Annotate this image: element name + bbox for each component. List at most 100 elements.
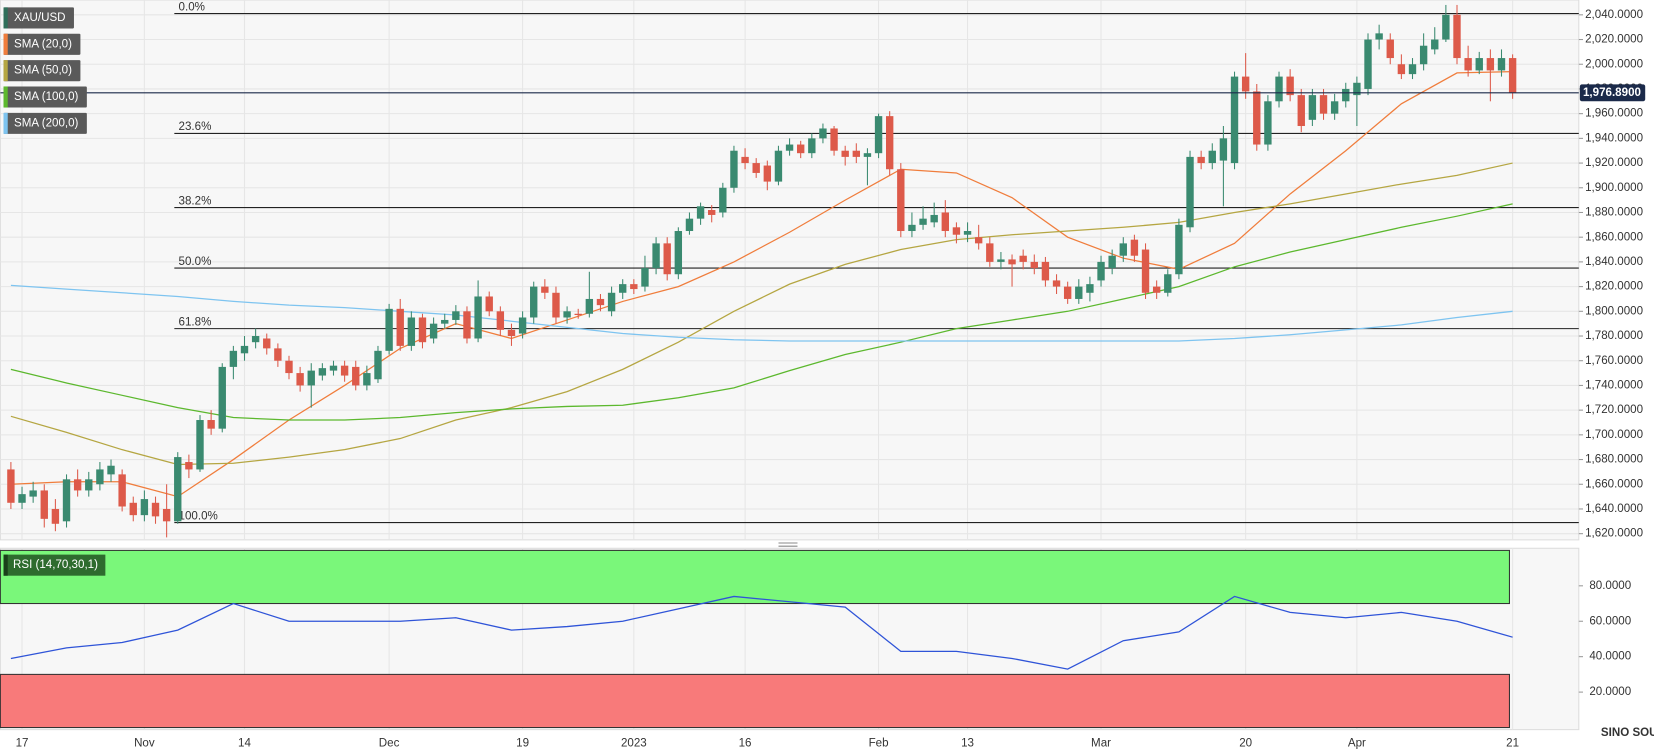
candle-body (663, 243, 671, 275)
candle-body (1308, 95, 1317, 120)
y-tick-label: 80.0000 (1589, 580, 1631, 592)
candle-body (952, 227, 961, 235)
candle-body (240, 345, 249, 354)
y-tick-label: 1,840.0000 (1585, 256, 1643, 268)
candle-body (1319, 95, 1328, 114)
candle-body (719, 187, 727, 213)
x-tick-label: 20 (1239, 737, 1252, 749)
candle-body (251, 336, 260, 343)
legend-label: XAU/USD (14, 12, 65, 24)
legend-label: SMA (20,0) (14, 38, 72, 50)
candle-body (874, 116, 883, 154)
candle-body (596, 298, 605, 306)
x-tick-label: 19 (516, 737, 529, 749)
candle-body (118, 474, 126, 507)
candle-body (641, 268, 649, 287)
legend-swatch (3, 33, 8, 55)
legend-swatch (3, 60, 8, 82)
candle-body (1197, 156, 1205, 164)
x-tick-label: 21 (1506, 737, 1519, 749)
y-tick-label: 1,660.0000 (1585, 478, 1643, 490)
candle-body (62, 479, 71, 522)
line-series (10, 71, 1513, 498)
candle-body (730, 150, 738, 188)
legend-swatch (3, 554, 8, 576)
candle-body (1097, 261, 1105, 281)
candle-body (1297, 95, 1305, 127)
candle-body (1419, 45, 1428, 65)
line-series (10, 162, 1513, 466)
candle-body (919, 218, 927, 225)
candle-body (1275, 76, 1283, 102)
line-series (10, 203, 1513, 421)
x-tick-label: 17 (16, 737, 29, 749)
candle-body (574, 313, 582, 316)
candle-body (374, 350, 382, 380)
legend-box (3, 7, 74, 29)
legend-item[interactable]: RSI (14,70,30,1) (3, 554, 106, 576)
candle-body (930, 214, 938, 223)
candle-body (1264, 101, 1272, 145)
candle-body (1130, 239, 1139, 256)
candle-body (852, 150, 861, 157)
candle-body (997, 259, 1005, 262)
y-tick-label: 40.0000 (1589, 651, 1631, 663)
legend-item[interactable]: SMA (100,0) (3, 86, 87, 108)
x-tick-label: Nov (134, 737, 155, 749)
candle-body (741, 156, 749, 164)
candle-body (630, 284, 638, 290)
fib-label: 61.8% (179, 316, 212, 328)
overbought-zone (0, 549, 1510, 605)
candle-body (363, 373, 371, 386)
candle-body (1052, 280, 1061, 287)
candle-body (1386, 39, 1394, 59)
candle-body (1475, 58, 1483, 71)
candle-body (318, 368, 327, 376)
legend-item[interactable]: XAU/USD (3, 7, 74, 29)
legend-item[interactable]: SMA (50,0) (3, 60, 81, 82)
legend-swatch (3, 112, 8, 134)
candle-body (1408, 64, 1417, 75)
candle-body (174, 457, 182, 522)
candle-body (96, 469, 104, 485)
candle-body (229, 350, 238, 367)
legend-swatch (3, 86, 8, 108)
candle-body (563, 311, 571, 318)
y-tick-label: 1,920.0000 (1585, 157, 1643, 169)
candle-body (140, 499, 149, 516)
candle-body (441, 319, 449, 324)
candle-body (463, 311, 471, 339)
candle-body (1141, 249, 1150, 293)
candle-body (1119, 243, 1127, 256)
y-tick-label: 2,000.0000 (1585, 58, 1643, 70)
candle-body (1286, 76, 1294, 96)
y-tick-label: 1,680.0000 (1585, 454, 1643, 466)
legend-item[interactable]: SMA (200,0) (3, 112, 87, 134)
legend-swatch (3, 7, 8, 29)
candle-body (541, 286, 549, 293)
candle-body (307, 370, 315, 386)
candle-body (418, 317, 427, 343)
candle-body (685, 218, 694, 232)
candle-body (607, 292, 616, 312)
y-tick-label: 1,940.0000 (1585, 132, 1643, 144)
candle-body (674, 231, 683, 275)
candle-body (619, 284, 627, 293)
candle-body (18, 494, 26, 503)
candle-body (1364, 39, 1372, 89)
candle-body (1375, 33, 1383, 40)
legend-item[interactable]: SMA (20,0) (3, 33, 81, 55)
y-tick-label: 1,720.0000 (1585, 404, 1643, 416)
candle-body (107, 465, 115, 475)
candle-body (129, 502, 137, 516)
candle-body (1453, 14, 1461, 59)
candle-body (1208, 150, 1216, 164)
legend-box (3, 33, 81, 55)
candle-body (7, 469, 15, 503)
candle-body (1186, 156, 1194, 228)
legend-box (3, 554, 106, 576)
y-tick-label: 1,960.0000 (1585, 108, 1643, 120)
candle-body (518, 317, 527, 334)
y-tick-label: 60.0000 (1589, 615, 1631, 627)
candle-body (352, 366, 360, 386)
